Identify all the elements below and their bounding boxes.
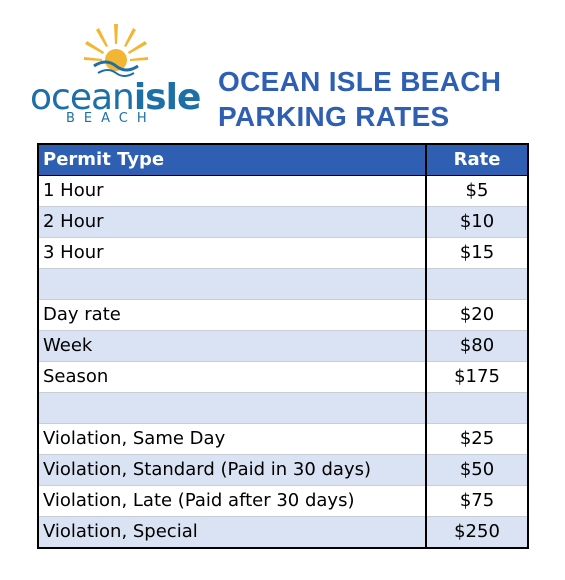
rate-cell: $75 xyxy=(425,485,528,517)
permit-type-cell: 2 Hour xyxy=(38,206,426,238)
table-row: 2 Hour $10 xyxy=(38,206,528,238)
rate-cell: $25 xyxy=(425,423,528,455)
table-row: Season $175 xyxy=(38,361,528,393)
rate-cell: $20 xyxy=(425,299,528,331)
header-rate: Rate xyxy=(425,144,528,176)
table-row: 3 Hour $15 xyxy=(38,237,528,269)
title-line-1: OCEAN ISLE BEACH xyxy=(218,66,502,97)
rate-cell: $5 xyxy=(425,175,528,207)
table-row: Violation, Special $250 xyxy=(38,516,528,549)
permit-type-cell xyxy=(38,392,426,424)
permit-type-cell: Violation, Standard (Paid in 30 days) xyxy=(38,454,426,486)
sun-icon xyxy=(84,24,148,77)
logo-word-isle: isle xyxy=(133,77,202,118)
rate-cell: $175 xyxy=(425,361,528,393)
rate-cell: $250 xyxy=(425,516,528,549)
table-row: Violation, Standard (Paid in 30 days) $50 xyxy=(38,454,528,486)
rate-cell xyxy=(425,268,528,300)
page-title: OCEAN ISLE BEACH PARKING RATES xyxy=(218,64,501,134)
table-header-row: Permit Type Rate xyxy=(38,144,528,176)
permit-type-cell: Day rate xyxy=(38,299,426,331)
table-row: Day rate $20 xyxy=(38,299,528,331)
table-row: 1 Hour $5 xyxy=(38,175,528,207)
header-permit-type: Permit Type xyxy=(38,144,426,176)
rate-cell: $50 xyxy=(425,454,528,486)
permit-type-cell: Violation, Special xyxy=(38,516,426,549)
logo-word-ocean: ocean xyxy=(30,77,135,118)
permit-type-cell: 3 Hour xyxy=(38,237,426,269)
title-line-2: PARKING RATES xyxy=(218,101,450,132)
table-row-spacer xyxy=(38,268,528,300)
permit-type-cell: Violation, Same Day xyxy=(38,423,426,455)
permit-type-cell: Week xyxy=(38,330,426,362)
logo-wordmark: oceanisle xyxy=(30,77,202,118)
rate-cell: $15 xyxy=(425,237,528,269)
table-row: Violation, Late (Paid after 30 days) $75 xyxy=(38,485,528,517)
permit-type-cell xyxy=(38,268,426,300)
permit-type-cell: Violation, Late (Paid after 30 days) xyxy=(38,485,426,517)
logo-subtitle: BEACH xyxy=(66,111,156,126)
ocean-isle-beach-logo: oceanisle BEACH xyxy=(22,22,202,132)
table-row: Violation, Same Day $25 xyxy=(38,423,528,455)
permit-type-cell: Season xyxy=(38,361,426,393)
permit-type-cell: 1 Hour xyxy=(38,175,426,207)
table-row: Week $80 xyxy=(38,330,528,362)
table-row-spacer xyxy=(38,392,528,424)
rate-cell: $10 xyxy=(425,206,528,238)
rate-cell: $80 xyxy=(425,330,528,362)
parking-rates-table: Permit Type Rate 1 Hour $5 2 Hour $10 3 Ho… xyxy=(37,143,529,549)
rate-cell xyxy=(425,392,528,424)
